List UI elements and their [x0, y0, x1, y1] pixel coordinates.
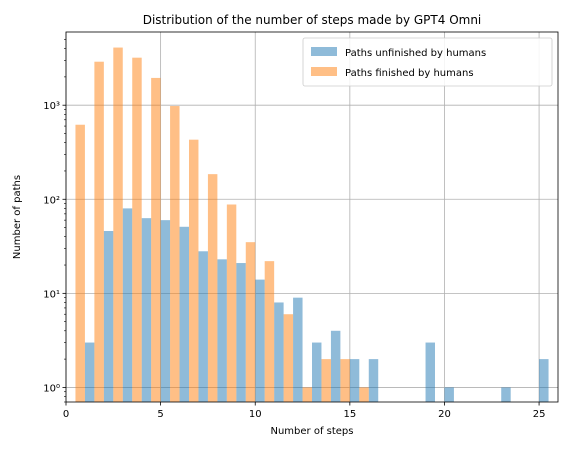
- x-tick-label: 10: [249, 409, 262, 420]
- legend-box: [302, 37, 553, 87]
- axis-ticks: 0 5 10 15 20 25 10⁰ 10¹ 10² 10³: [43, 39, 545, 420]
- legend: Paths unfinished by humans Paths finished…: [302, 37, 553, 87]
- bar-finished: [151, 77, 161, 403]
- bar-unfinished: [236, 263, 246, 402]
- bar-unfinished: [255, 279, 265, 402]
- legend-swatch: [311, 47, 337, 56]
- bar-unfinished: [179, 226, 189, 402]
- bar-finished: [264, 261, 275, 402]
- legend-label: Paths finished by humans: [345, 68, 474, 79]
- bar-unfinished: [293, 297, 303, 402]
- bar-unfinished: [198, 251, 208, 402]
- bar-finished: [321, 359, 331, 402]
- x-tick-label: 5: [157, 409, 163, 420]
- bar-unfinished: [274, 302, 284, 402]
- bar-unfinished: [368, 359, 379, 402]
- legend-swatch: [311, 67, 337, 76]
- bar-finished: [170, 106, 180, 402]
- bar-unfinished: [539, 359, 549, 402]
- bar-finished: [207, 174, 218, 402]
- x-tick-label: 20: [438, 409, 451, 420]
- bar-finished: [302, 387, 312, 402]
- chart-title: Distribution of the number of steps made…: [143, 13, 482, 27]
- bar-unfinished: [349, 359, 360, 402]
- bar-finished: [132, 57, 142, 402]
- bar-finished: [113, 47, 123, 402]
- bar-finished: [359, 387, 369, 402]
- bar-unfinished: [444, 387, 454, 402]
- y-tick-label: 10¹: [43, 289, 60, 300]
- bar-unfinished: [141, 218, 152, 402]
- bar-unfinished: [103, 231, 114, 402]
- bar-finished: [226, 204, 237, 402]
- bar-unfinished: [312, 342, 322, 402]
- y-tick-label: 10³: [43, 101, 60, 112]
- x-tick-label: 15: [343, 409, 356, 420]
- bar-unfinished: [501, 387, 511, 402]
- bar-finished: [340, 359, 350, 402]
- bar-unfinished: [425, 342, 435, 402]
- bar-unfinished: [160, 220, 171, 402]
- bar-unfinished: [84, 342, 95, 402]
- y-tick-label: 10²: [43, 195, 60, 206]
- y-tick-label: 10⁰: [43, 383, 60, 394]
- x-tick-label: 0: [63, 409, 69, 420]
- bar-unfinished: [217, 259, 227, 402]
- bar-finished: [283, 314, 294, 402]
- bars: [75, 47, 549, 403]
- legend-label: Paths unfinished by humans: [345, 48, 486, 59]
- x-tick-label: 25: [533, 409, 546, 420]
- bar-unfinished: [330, 330, 341, 402]
- bar-unfinished: [122, 208, 133, 402]
- bar-finished: [75, 124, 85, 402]
- bar-finished: [245, 242, 256, 402]
- y-axis-label: Number of paths: [12, 175, 23, 259]
- bar-finished: [189, 139, 199, 402]
- bar-finished: [94, 61, 104, 403]
- plot-frame: [65, 31, 559, 403]
- x-axis-label: Number of steps: [270, 426, 353, 437]
